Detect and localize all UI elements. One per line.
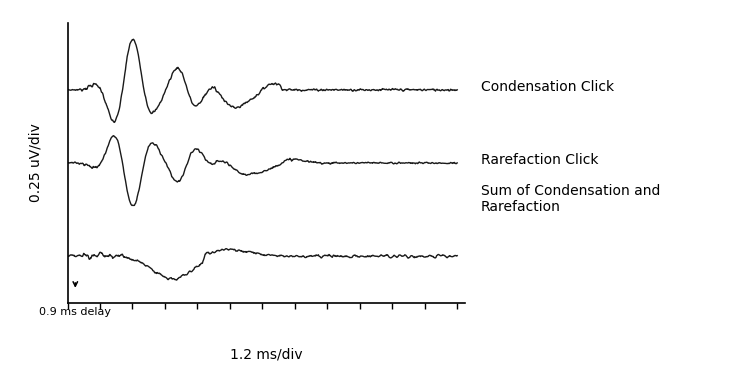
Text: Rarefaction Click: Rarefaction Click <box>481 153 598 167</box>
Text: 1.2 ms/div: 1.2 ms/div <box>230 347 302 361</box>
Text: 0.9 ms delay: 0.9 ms delay <box>39 307 111 317</box>
Text: Condensation Click: Condensation Click <box>481 80 614 94</box>
Text: Sum of Condensation and
Rarefaction: Sum of Condensation and Rarefaction <box>481 184 660 214</box>
Text: 0.25 uV/div: 0.25 uV/div <box>28 123 43 203</box>
